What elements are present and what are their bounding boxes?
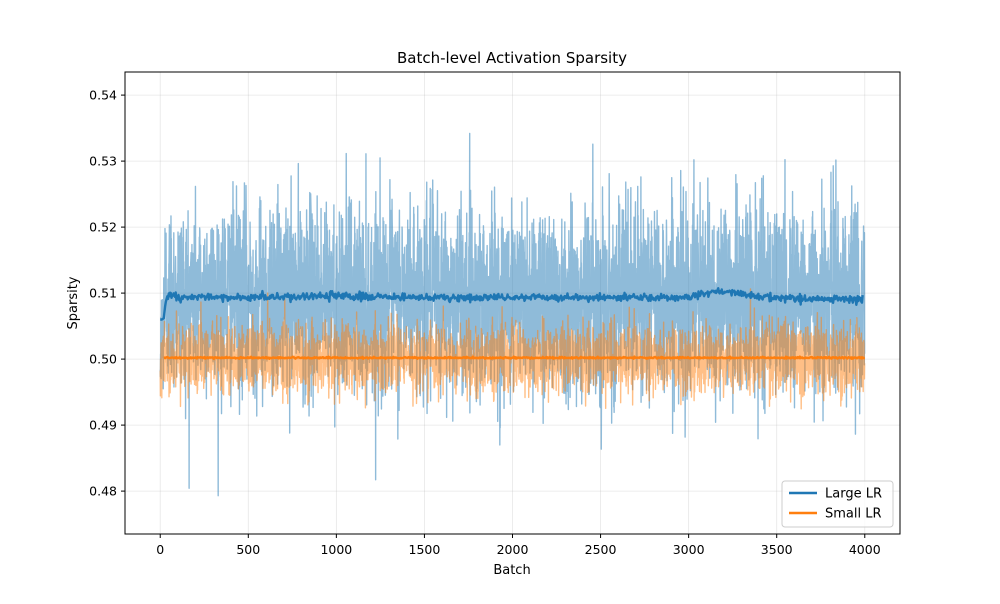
plot-area — [159, 132, 866, 497]
y-tick-label: 0.53 — [89, 154, 117, 169]
chart-title: Batch-level Activation Sparsity — [397, 49, 627, 67]
y-tick-label: 0.52 — [89, 220, 117, 235]
smoothed-line-small-lr — [163, 355, 866, 361]
x-axis-ticks: 0 500 1000 1500 2000 2500 3000 3500 4000 — [156, 534, 881, 557]
x-tick-label: 3000 — [673, 542, 705, 557]
y-tick-label: 0.51 — [89, 286, 117, 301]
x-tick-label: 3500 — [761, 542, 793, 557]
legend: Large LR Small LR — [781, 480, 894, 528]
legend-label-large-lr: Large LR — [825, 487, 882, 502]
y-tick-label: 0.48 — [89, 484, 117, 499]
y-tick-label: 0.54 — [89, 88, 117, 103]
y-axis-label: Sparsity — [66, 276, 81, 329]
y-tick-label: 0.49 — [89, 418, 117, 433]
y-tick-label: 0.50 — [89, 352, 117, 367]
x-tick-label: 1000 — [320, 542, 352, 557]
x-tick-label: 2000 — [497, 542, 529, 557]
smoothed-series-layer — [159, 287, 866, 361]
x-tick-label: 0 — [156, 542, 164, 557]
x-tick-label: 2500 — [585, 542, 617, 557]
x-tick-label: 1500 — [409, 542, 441, 557]
smoothed-line-large-lr — [159, 287, 864, 321]
y-axis-ticks: 0.48 0.49 0.50 0.51 0.52 0.53 0.54 — [89, 88, 125, 499]
legend-label-small-lr: Small LR — [825, 507, 882, 522]
grid — [125, 72, 900, 534]
x-tick-label: 4000 — [849, 542, 881, 557]
x-axis-label: Batch — [493, 563, 530, 578]
x-tick-label: 500 — [236, 542, 260, 557]
